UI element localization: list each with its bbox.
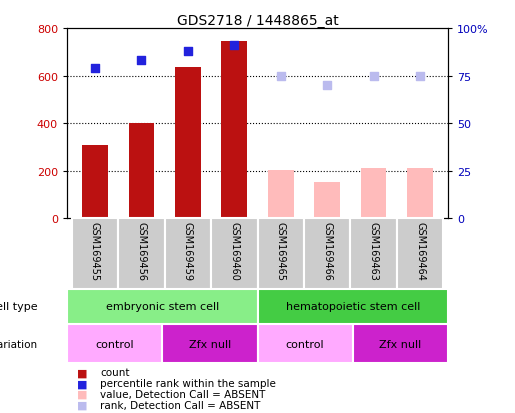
Point <box>184 48 192 55</box>
Text: GSM169463: GSM169463 <box>369 221 379 280</box>
Point <box>416 73 424 80</box>
Text: ■: ■ <box>77 368 88 377</box>
Point <box>370 73 378 80</box>
Text: GSM169455: GSM169455 <box>90 221 100 280</box>
Bar <box>258 324 353 363</box>
Bar <box>397 219 443 289</box>
Text: rank, Detection Call = ABSENT: rank, Detection Call = ABSENT <box>100 400 261 410</box>
Text: GSM169459: GSM169459 <box>183 221 193 280</box>
Text: GSM169466: GSM169466 <box>322 221 332 280</box>
Bar <box>258 219 304 289</box>
Bar <box>162 324 258 363</box>
Bar <box>407 169 433 219</box>
Bar <box>361 169 386 219</box>
Text: hematopoietic stem cell: hematopoietic stem cell <box>286 301 420 312</box>
Text: value, Detection Call = ABSENT: value, Detection Call = ABSENT <box>100 389 266 399</box>
Point <box>230 43 238 49</box>
Bar <box>72 219 118 289</box>
Text: embryonic stem cell: embryonic stem cell <box>106 301 219 312</box>
Text: GSM169465: GSM169465 <box>276 221 286 280</box>
Text: control: control <box>286 339 324 349</box>
Text: genotype/variation: genotype/variation <box>0 339 38 349</box>
Text: percentile rank within the sample: percentile rank within the sample <box>100 378 277 388</box>
Point <box>323 83 331 89</box>
Text: GSM169460: GSM169460 <box>229 221 239 280</box>
Title: GDS2718 / 1448865_at: GDS2718 / 1448865_at <box>177 14 338 28</box>
Bar <box>82 145 108 219</box>
Point <box>137 58 145 64</box>
Bar <box>165 219 211 289</box>
Bar <box>118 219 165 289</box>
Text: ■: ■ <box>77 389 88 399</box>
Bar <box>350 219 397 289</box>
Text: cell type: cell type <box>0 301 38 312</box>
Bar <box>353 324 448 363</box>
Text: control: control <box>95 339 134 349</box>
Bar <box>315 182 340 219</box>
Bar <box>221 42 247 219</box>
Bar <box>304 219 350 289</box>
Point <box>91 66 99 72</box>
Bar <box>175 68 200 219</box>
Text: count: count <box>100 368 130 377</box>
Bar <box>67 324 162 363</box>
Text: Zfx null: Zfx null <box>188 339 231 349</box>
Text: ■: ■ <box>77 378 88 388</box>
Text: Zfx null: Zfx null <box>379 339 422 349</box>
Text: ■: ■ <box>77 400 88 410</box>
Bar <box>211 219 258 289</box>
Text: GSM169464: GSM169464 <box>415 221 425 280</box>
Bar <box>268 170 294 219</box>
Point <box>277 73 285 80</box>
Text: GSM169456: GSM169456 <box>136 221 146 280</box>
Bar <box>258 289 448 324</box>
Bar <box>67 289 258 324</box>
Bar <box>129 124 154 219</box>
